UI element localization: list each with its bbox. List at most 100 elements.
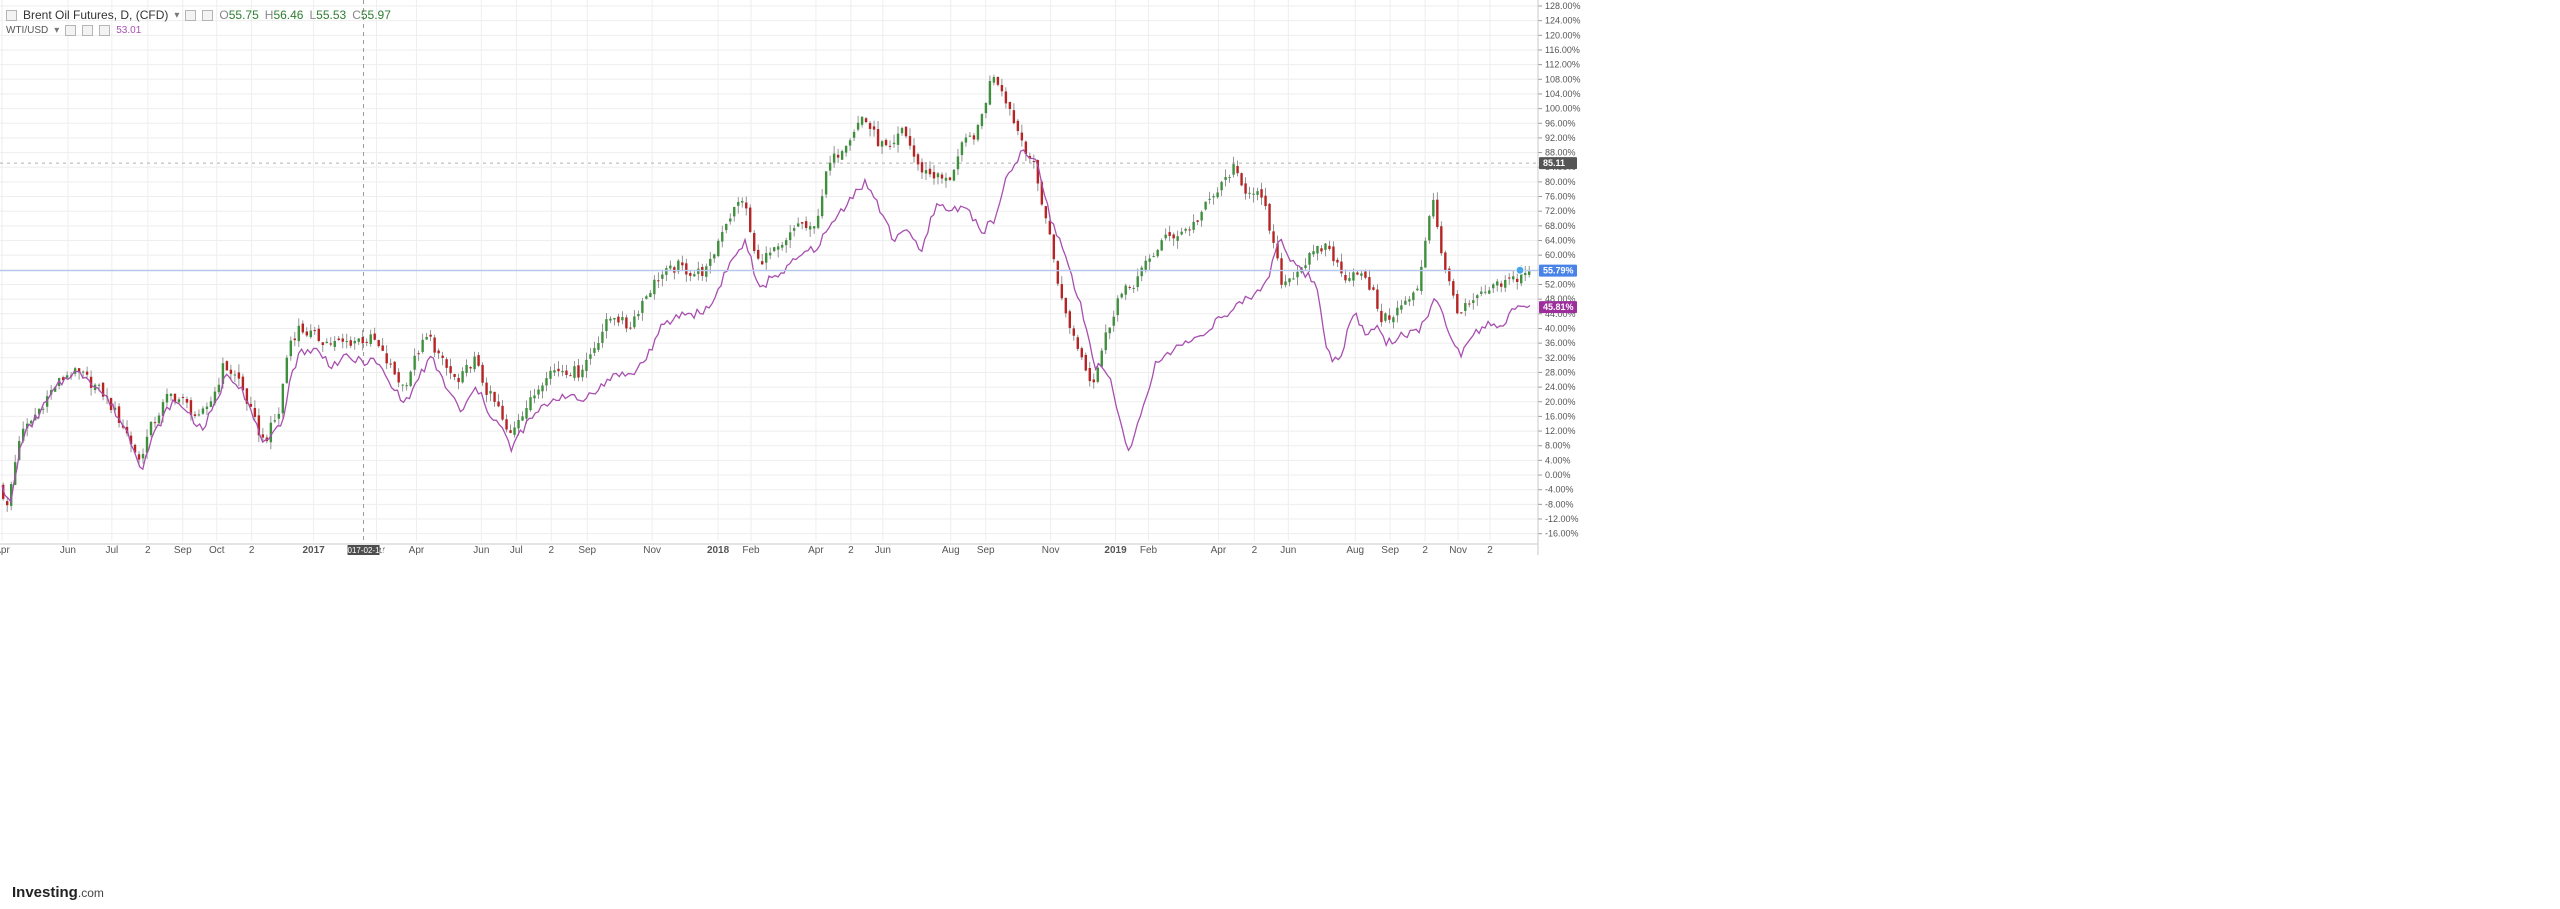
- candle: [633, 310, 636, 329]
- candle: [501, 399, 504, 421]
- candle: [741, 197, 744, 208]
- y-tick-label: 44.00%: [1545, 309, 1576, 319]
- y-tick-label: 64.00%: [1545, 236, 1576, 246]
- logo-suffix: .com: [77, 886, 104, 900]
- candle: [601, 323, 604, 348]
- y-tick-label: 120.00%: [1545, 30, 1581, 40]
- compare-hide-icon[interactable]: [82, 25, 94, 36]
- y-tick-label: 8.00%: [1545, 441, 1571, 451]
- high-label: H: [264, 8, 274, 22]
- candle: [1376, 284, 1379, 312]
- candle: [85, 366, 89, 379]
- x-tick-label: 2: [1487, 545, 1493, 556]
- x-tick-label: Jun: [473, 545, 489, 556]
- x-tick-label: Jun: [875, 545, 891, 556]
- candle: [780, 241, 784, 251]
- y-tick-label: 88.00%: [1545, 148, 1576, 158]
- candle: [373, 327, 376, 341]
- candle: [225, 360, 229, 371]
- candle: [1016, 119, 1020, 136]
- candle: [1320, 245, 1323, 255]
- candle: [964, 133, 968, 147]
- candle: [585, 352, 588, 378]
- candle: [1148, 254, 1151, 270]
- candle: [784, 237, 788, 253]
- right-price-axis[interactable]: 128.00% 124.00% 120.00% 116.00% 112.00% 108.0…: [1537, 0, 1581, 555]
- x-tick-label: 2: [249, 545, 255, 556]
- candle: [1260, 182, 1263, 205]
- candle: [237, 364, 241, 387]
- candle: [940, 172, 944, 184]
- candle: [713, 253, 716, 263]
- candle: [1244, 177, 1247, 200]
- candle: [665, 265, 668, 281]
- wti-series-line: [1, 149, 1531, 504]
- candle: [936, 172, 940, 185]
- candle: [349, 336, 352, 349]
- candle: [309, 324, 312, 339]
- candle: [1488, 286, 1491, 295]
- candle: [689, 269, 692, 282]
- candle: [625, 314, 628, 333]
- candle: [876, 121, 880, 147]
- candle: [1476, 293, 1479, 306]
- candle: [209, 396, 213, 408]
- candle: [816, 208, 820, 230]
- candle: [489, 385, 492, 402]
- candle: [321, 342, 324, 352]
- candle: [217, 377, 221, 395]
- candle: [1428, 214, 1431, 244]
- candle: [1408, 296, 1411, 306]
- brent-candles: [2, 74, 1531, 512]
- candle: [409, 370, 412, 388]
- x-tick-label: Sep: [174, 545, 192, 556]
- candle: [828, 155, 832, 176]
- candle: [593, 341, 596, 357]
- chevron-down-icon[interactable]: ▾: [174, 9, 180, 21]
- candle: [205, 402, 209, 416]
- candle: [669, 260, 672, 271]
- candle: [1156, 248, 1159, 258]
- current-price-line: [0, 265, 1538, 275]
- x-tick-label: Apr: [409, 545, 425, 556]
- candle: [169, 393, 173, 401]
- chevron-down-icon[interactable]: ▾: [54, 25, 60, 36]
- candle: [920, 158, 924, 180]
- compare-series-legend: WTI/USD ▾ 53.01: [6, 25, 141, 36]
- y-tick-label: 48.00%: [1545, 294, 1576, 304]
- candle: [177, 397, 181, 404]
- collapse-legend-toggle[interactable]: [6, 9, 17, 21]
- main-symbol-title[interactable]: Brent Oil Futures, D, (CFD): [23, 8, 169, 22]
- candle: [1004, 87, 1008, 109]
- compare-remove-icon[interactable]: [99, 25, 111, 36]
- candle: [1264, 187, 1267, 210]
- compare-symbol-title[interactable]: WTI/USD: [6, 25, 49, 36]
- compare-last-badge: [1539, 301, 1577, 314]
- bottom-time-axis[interactable]: AprJunJul2SepOct22017MarAprJunJul2SepNov…: [0, 543, 1538, 556]
- candle: [800, 221, 804, 230]
- candle: [453, 373, 456, 381]
- y-tick-label: 124.00%: [1545, 16, 1581, 26]
- y-tick-label: 116.00%: [1545, 45, 1580, 55]
- current-price-badge-label: 55.79%: [1543, 266, 1574, 276]
- candle: [465, 359, 468, 377]
- candle: [605, 313, 608, 339]
- candle: [429, 330, 432, 342]
- candle: [305, 327, 309, 338]
- x-tick-label: Feb: [1140, 545, 1158, 556]
- series-hide-icon[interactable]: [202, 9, 214, 21]
- y-tick-label: 20.00%: [1545, 397, 1576, 407]
- candle: [753, 230, 756, 254]
- y-tick-label: 16.00%: [1545, 411, 1576, 421]
- series-settings-icon[interactable]: [185, 9, 197, 21]
- candle: [353, 337, 356, 350]
- candle: [1084, 352, 1087, 372]
- candle: [996, 76, 1000, 87]
- candle: [645, 294, 648, 300]
- candle: [952, 168, 956, 182]
- candle: [705, 263, 708, 282]
- candle: [473, 351, 476, 373]
- candle: [1472, 293, 1475, 310]
- compare-settings-icon[interactable]: [65, 25, 77, 36]
